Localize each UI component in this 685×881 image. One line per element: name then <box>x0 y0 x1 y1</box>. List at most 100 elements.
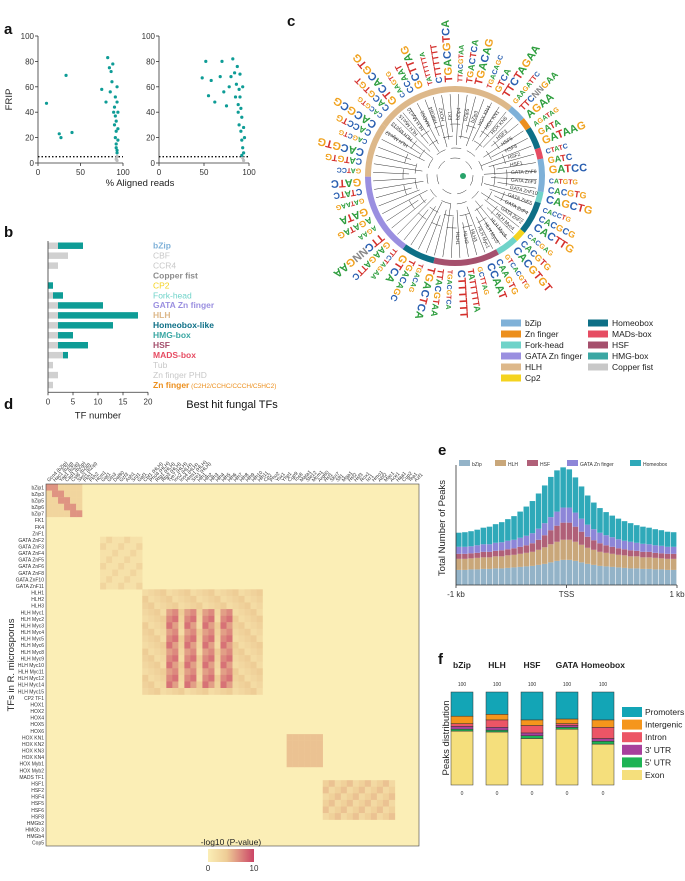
data-point <box>204 59 208 64</box>
heatmap-cell <box>178 674 185 682</box>
heatmap-cell <box>364 806 372 814</box>
row-label: HSF4 <box>31 795 44 801</box>
motif-letter: T <box>468 51 479 58</box>
data-point <box>64 73 68 77</box>
data-point <box>114 142 118 146</box>
heatmap-cell <box>154 615 161 623</box>
row-label: HLH Myc5 <box>21 637 45 643</box>
motif-logo: TATTTTTA <box>419 51 435 86</box>
motif-letter: C <box>484 261 498 273</box>
heatmap-cell <box>328 806 335 814</box>
heatmap-cell <box>184 595 191 603</box>
motif-letter: G <box>563 179 569 186</box>
area-bar <box>456 569 462 585</box>
area-bar <box>664 553 671 559</box>
heatmap-cell <box>148 589 155 597</box>
heatmap-cell <box>106 576 113 583</box>
motif-letter: C <box>547 185 555 196</box>
panel-label-c: c <box>287 13 295 30</box>
motif-letter: T <box>416 262 424 269</box>
category-label: Homeobox <box>581 660 625 670</box>
area-bar <box>572 541 579 561</box>
heatmap-cell <box>292 760 299 768</box>
heatmap-cell <box>208 628 215 636</box>
motif-letter: C <box>455 269 467 278</box>
heatmap-cell <box>202 622 209 629</box>
motif-letter: C <box>549 178 554 185</box>
x-axis-label: TF number <box>75 410 121 421</box>
stacked-segment <box>591 719 615 728</box>
motif-letter: C <box>544 194 555 208</box>
legend-swatch <box>622 719 642 730</box>
motif-letter: T <box>470 295 481 303</box>
area-bar <box>615 539 622 549</box>
area-bar <box>554 525 560 542</box>
motif-letter: T <box>467 278 478 286</box>
heatmap-cell <box>184 688 191 695</box>
area-bar <box>591 529 597 541</box>
motif-letter: T <box>560 153 568 164</box>
column-label: Hsf1 <box>323 472 335 484</box>
heatmap-cell <box>190 681 197 689</box>
motif-letter: A <box>420 280 434 291</box>
heatmap-cell <box>232 674 239 682</box>
heatmap-cell <box>286 753 293 761</box>
data-point <box>242 151 246 155</box>
tree-branch <box>424 99 440 137</box>
motif-letter: T <box>576 202 586 215</box>
heatmap-cell <box>178 595 185 603</box>
area-bar <box>664 546 671 554</box>
motif-letter: N <box>534 84 546 96</box>
motif-letter: C <box>434 76 445 85</box>
motif-letter: G <box>547 155 556 166</box>
data-point <box>238 95 242 99</box>
bar-grey <box>48 292 53 299</box>
motif-letter: A <box>344 176 353 188</box>
motif-letter: G <box>522 282 531 291</box>
column-label: Hlh5 <box>221 472 233 484</box>
heatmap-cell <box>184 661 191 669</box>
heatmap-cell <box>178 641 185 649</box>
heatmap-cell <box>106 549 113 557</box>
heatmap-cell <box>388 799 396 807</box>
stacked-segment <box>485 727 509 731</box>
heatmap-cell <box>334 780 341 787</box>
data-point <box>241 146 245 150</box>
heatmap-cell <box>184 602 191 610</box>
row-label: bZip1 <box>31 485 44 491</box>
motif-letter: G <box>503 253 512 262</box>
motif-letter: T <box>548 120 558 132</box>
heatmap-cell <box>52 490 59 498</box>
data-point <box>100 87 104 91</box>
heatmap-cell <box>118 569 125 577</box>
area-bar <box>670 569 677 585</box>
motif-logo: TGACGTCA <box>444 270 453 310</box>
row-label: HOX6 <box>30 729 44 735</box>
area-bar <box>548 544 554 563</box>
legend-label: GATA Zn finger <box>580 462 614 468</box>
heatmap-cell <box>148 609 155 616</box>
heatmap-cell <box>352 806 360 814</box>
area-bar <box>646 557 652 569</box>
row-label: HLH Myc4 <box>21 630 45 636</box>
motif-logo: GTCA <box>493 66 514 94</box>
area-bar <box>462 558 468 570</box>
motif-logo: AGATAG <box>336 215 374 241</box>
x-tick-label: 50 <box>200 168 209 177</box>
area-bar <box>505 549 511 556</box>
heatmap-cell <box>232 635 239 643</box>
leaf-label: HLH2 <box>461 231 469 245</box>
heatmap-cell <box>160 648 167 656</box>
motif-letter: A <box>497 263 509 274</box>
column-label: Sfl1 <box>335 473 345 483</box>
heatmap-cell <box>142 622 149 629</box>
tree-branch <box>465 214 478 256</box>
area-bar <box>670 532 677 547</box>
leaf-label: HSF1 <box>510 160 524 168</box>
legend-label: MADs-box <box>612 329 652 339</box>
bottom-value-label: 0 <box>602 791 605 797</box>
motif-letter: G <box>554 222 565 234</box>
motif-letter: G <box>356 94 365 103</box>
motif-letter: T <box>393 62 405 72</box>
heatmap-cell <box>376 806 384 814</box>
